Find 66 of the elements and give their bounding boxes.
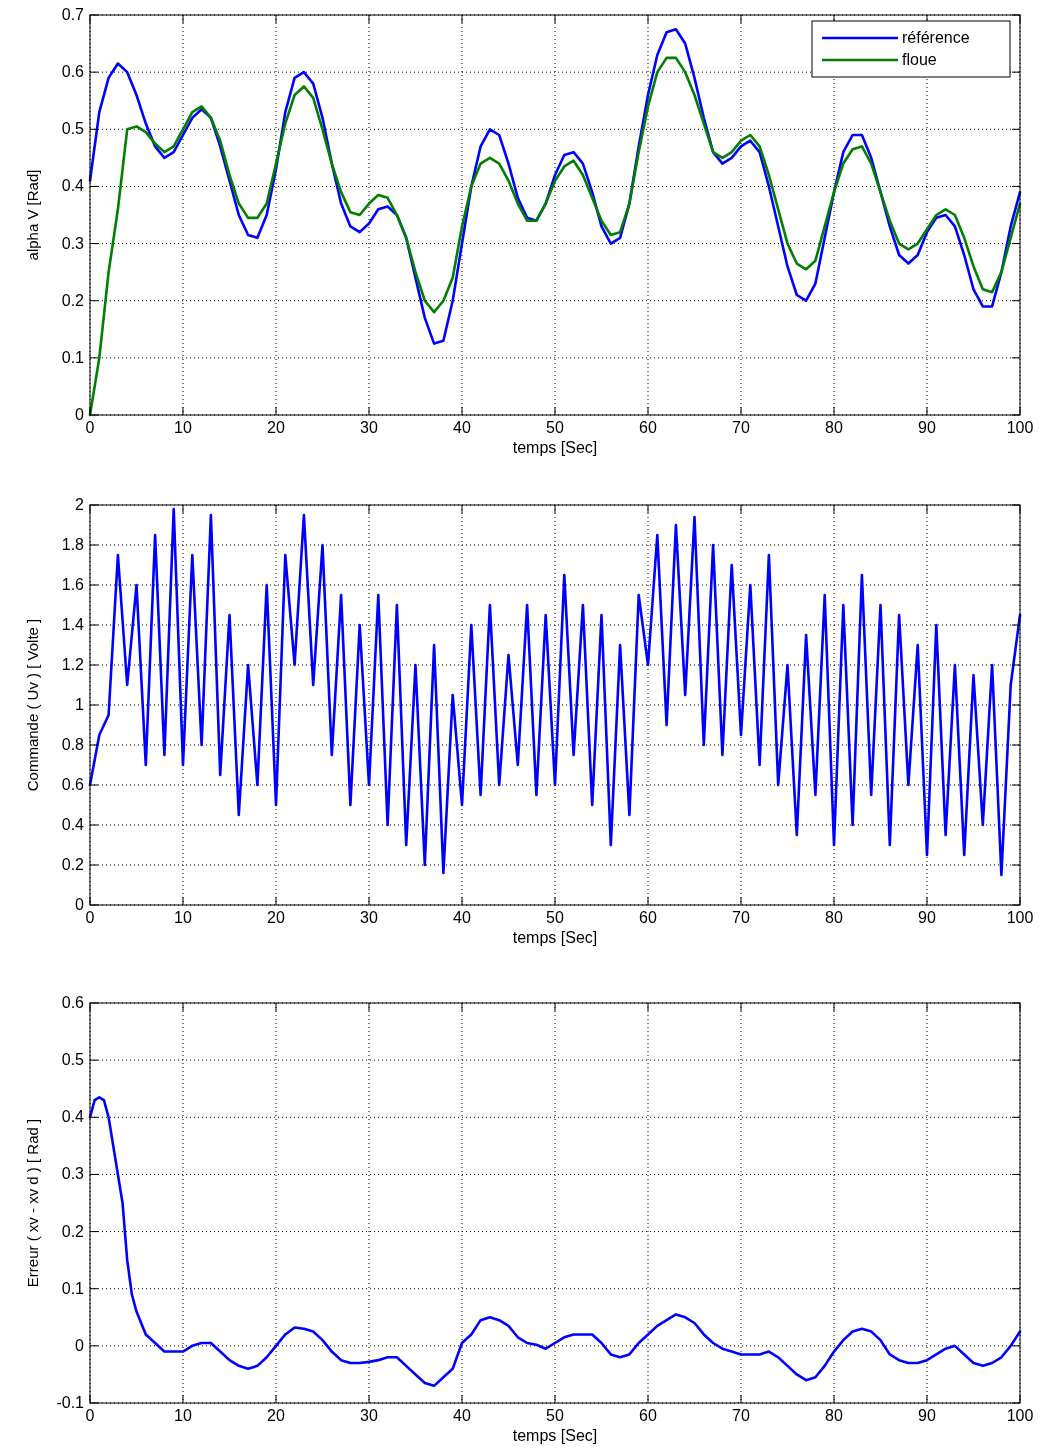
x-tick-label: 100 [1006,909,1034,926]
x-tick-label: 50 [546,419,564,436]
x-tick-label: 90 [918,909,936,926]
y-tick-label: 0.6 [61,63,85,81]
x-tick-label: 80 [825,419,843,436]
x-tick-label: 100 [1006,1407,1034,1424]
y-tick-label: 0 [75,1336,85,1354]
x-tick-label: 30 [360,419,378,436]
y-tick-label: 1.6 [61,576,85,593]
y-tick-label: 1.4 [61,616,85,633]
x-tick-label: 20 [267,419,285,436]
x-tick-label: 60 [639,1407,657,1424]
y-tick-label: 0.3 [61,234,85,252]
x-tick-label: 30 [360,1407,378,1424]
x-tick-label: 60 [639,419,657,436]
x-tick-label: 10 [174,909,192,926]
x-tick-label: 90 [918,1407,936,1424]
y-tick-label: 0 [75,406,85,423]
x-tick-label: 90 [918,419,936,436]
x-axis-title: temps [Sec] [512,929,598,946]
x-tick-label: 60 [639,909,657,926]
y-axis-title: alpha V [Rad] [24,169,41,261]
x-tick-label: 10 [174,419,192,436]
y-axis-title: Commande ( Uv ) [ Volte ] [24,618,41,792]
y-tick-label: 0.1 [61,1279,85,1297]
y-tick-label: -0.1 [56,1394,85,1411]
x-tick-label: 70 [732,909,750,926]
x-tick-label: 10 [174,1407,192,1424]
x-tick-label: 40 [453,1407,471,1424]
y-tick-label: 1 [75,696,85,713]
y-tick-label: 2 [75,496,85,513]
y-tick-label: 0.3 [61,1165,85,1183]
y-tick-label: 0.4 [61,816,85,833]
y-tick-label: 1.8 [61,536,85,553]
x-tick-label: 40 [453,909,471,926]
y-tick-label: 0.2 [61,1222,85,1240]
legend-label: référence [902,29,970,46]
legend-label: floue [902,51,937,68]
y-tick-label: 1.2 [61,656,85,673]
line-series [88,1095,1022,1388]
x-axis-title: temps [Sec] [512,439,598,456]
y-tick-label: 0.5 [61,1051,85,1069]
y-tick-label: 0.1 [61,348,85,366]
y-tick-label: 0.5 [61,120,85,138]
y-tick-label: 0.7 [61,6,85,23]
y-tick-label: 0.2 [61,856,85,873]
x-tick-label: 70 [732,419,750,436]
y-tick-label: 0.4 [61,177,85,195]
y-tick-label: 0.8 [61,736,85,753]
y-tick-label: 0.2 [61,291,85,309]
x-tick-label: 80 [825,909,843,926]
y-tick-label: 0.4 [61,1108,85,1126]
x-tick-label: 80 [825,1407,843,1424]
y-tick-label: 0.6 [61,994,85,1011]
x-tick-label: 20 [267,909,285,926]
x-tick-label: 100 [1006,419,1034,436]
y-tick-label: 0 [75,896,85,913]
y-tick-label: 0.6 [61,776,85,793]
x-tick-label: 70 [732,1407,750,1424]
y-axis-title: Erreur ( xv - xv d ) [ Rad ] [24,1118,41,1288]
x-tick-label: 40 [453,419,471,436]
x-tick-label: 20 [267,1407,285,1424]
x-tick-label: 50 [546,909,564,926]
x-tick-label: 50 [546,1407,564,1424]
x-tick-label: 30 [360,909,378,926]
x-axis-title: temps [Sec] [512,1427,598,1444]
